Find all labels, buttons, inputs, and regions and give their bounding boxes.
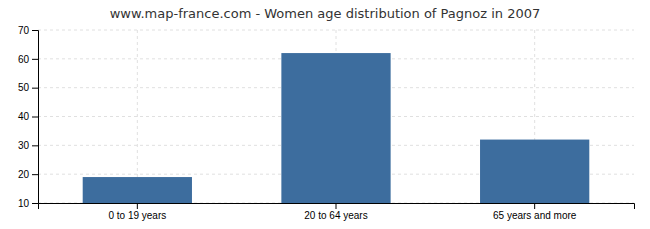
y-tick: 60 (18, 54, 38, 65)
x-tick-label: 0 to 19 years (108, 210, 166, 221)
x-tick-mark (336, 203, 337, 209)
y-tick-mark (32, 59, 38, 60)
x-tick: 65 years and more (493, 203, 577, 221)
plot: 10 20 30 40 50 60 70 0 to 19 years 20 to 64 year… (18, 25, 635, 221)
y-tick-mark (32, 174, 38, 175)
x-tick-label: 20 to 64 years (304, 210, 367, 221)
y-tick-mark (32, 145, 38, 146)
y-axis: 10 20 30 40 50 60 70 (18, 25, 39, 209)
x-tick-mark (534, 203, 535, 209)
x-tick: 0 to 19 years (108, 203, 166, 221)
y-tick-label: 50 (18, 82, 30, 93)
y-tick-mark (32, 30, 38, 31)
y-tick-label: 70 (18, 25, 30, 36)
bar (480, 140, 589, 203)
grid (38, 30, 634, 203)
chart: www.map-france.com - Women age distribut… (0, 0, 650, 229)
y-tick: 30 (18, 140, 38, 151)
y-tick: 40 (18, 111, 38, 122)
y-tick-label: 20 (18, 169, 30, 180)
bar (281, 53, 390, 203)
y-tick-label: 10 (18, 198, 30, 209)
y-axis-line (32, 31, 39, 204)
y-tick-mark (32, 88, 38, 89)
y-tick: 20 (18, 169, 38, 180)
x-axis-line (39, 204, 635, 210)
y-tick: 50 (18, 82, 38, 93)
y-tick: 70 (18, 25, 38, 36)
y-tick-label: 30 (18, 140, 30, 151)
x-tick-mark (137, 203, 138, 209)
title: www.map-france.com - Women age distribut… (110, 6, 541, 21)
y-tick-mark (32, 203, 38, 204)
x-axis: 0 to 19 years 20 to 64 years 65 years and … (39, 203, 635, 221)
y-tick-label: 60 (18, 54, 30, 65)
y-tick-label: 40 (18, 111, 30, 122)
x-tick-label: 65 years and more (493, 210, 577, 221)
bars (83, 53, 590, 203)
bar (83, 177, 192, 203)
x-tick: 20 to 64 years (304, 203, 367, 221)
y-tick: 10 (18, 198, 38, 209)
y-tick-mark (32, 117, 38, 118)
